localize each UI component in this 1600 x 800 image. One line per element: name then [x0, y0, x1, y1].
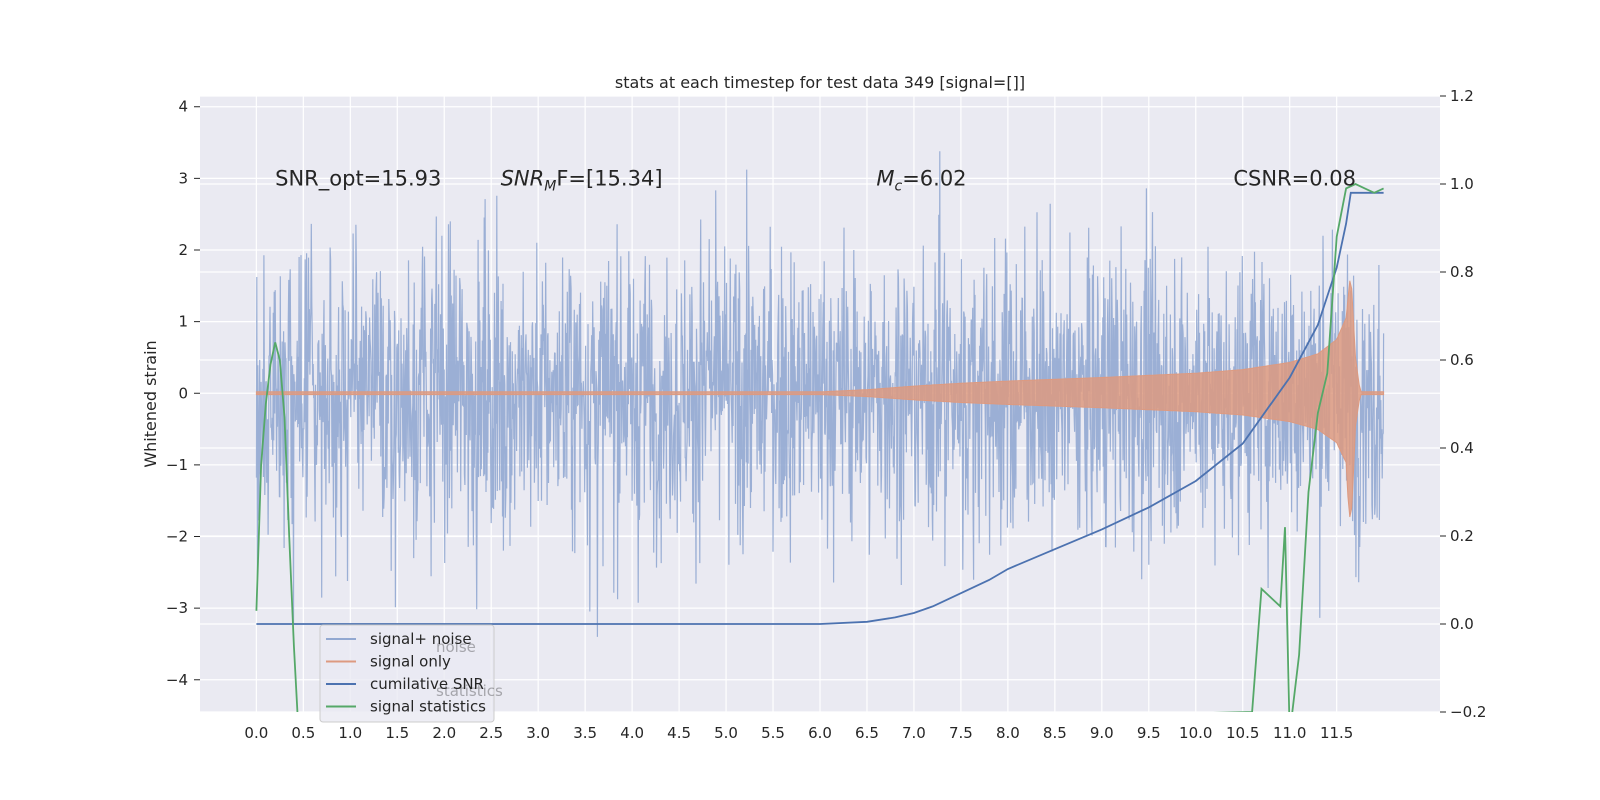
- annotations: SNR_opt=15.93 SNRMF=[15.34] Mc=6.02 CSNR=0.…: [275, 166, 1356, 194]
- legend-ghost-0: noise: [436, 638, 476, 656]
- chart-title: stats at each timestep for test data 349…: [615, 73, 1025, 92]
- x-tick-label-13: 6.5: [855, 724, 879, 742]
- x-tick-label-17: 8.5: [1043, 724, 1067, 742]
- x-tick-label-7: 3.5: [573, 724, 597, 742]
- y-tick-label-left-5: 1: [178, 313, 188, 331]
- y-tick-label-left-8: 4: [178, 98, 188, 116]
- annotation-2: Mc=6.02: [876, 166, 966, 194]
- legend-entry-3: signal statistics: [370, 698, 486, 716]
- annotation-2-subscript: c: [894, 178, 902, 194]
- annotation-1-italic: SNR: [501, 166, 545, 190]
- legend-entry-0: signal+ noise: [370, 630, 472, 648]
- legend-box: [319, 624, 495, 723]
- annotation-1-subscript: M: [544, 178, 556, 194]
- x-tick-label-5: 2.5: [479, 724, 503, 742]
- series-signal-plus-noise: [255, 151, 1385, 637]
- x-tick-label-21: 10.5: [1226, 724, 1259, 742]
- annotation-2-rest: =6.02: [902, 166, 966, 190]
- y-tick-label-left-1: −3: [166, 599, 188, 617]
- x-tick-label-18: 9.0: [1090, 724, 1114, 742]
- series-signal-statistics: [255, 183, 1384, 712]
- x-tick-label-8: 4.0: [620, 724, 644, 742]
- x-tick-label-6: 3.0: [526, 724, 550, 742]
- legend-entry-1: signal only: [370, 653, 451, 671]
- traces: [255, 151, 1385, 712]
- y-tick-label-right-7: 1.2: [1450, 87, 1474, 105]
- y-tick-label-right-2: 0.2: [1450, 527, 1474, 545]
- y-tick-label-left-7: 3: [178, 169, 188, 187]
- x-tick-label-22: 11.0: [1273, 724, 1306, 742]
- y-tick-label-right-5: 0.8: [1450, 263, 1474, 281]
- x-tick-label-15: 7.5: [949, 724, 973, 742]
- ticks: 0.0 0.5 1.0 1.5 2.0 2.5 3.0 3.5 4.0 4.5 5.0 5.5 6.0 6…: [166, 87, 1487, 742]
- y-tick-label-left-3: −1: [166, 456, 188, 474]
- annotation-2-italic: M: [876, 166, 894, 190]
- legend-ghost-1: statistics: [436, 682, 503, 700]
- x-tick-label-2: 1.0: [338, 724, 362, 742]
- x-tick-label-16: 8.0: [996, 724, 1020, 742]
- y-tick-label-right-0: −0.2: [1450, 703, 1486, 721]
- y-tick-label-right-3: 0.4: [1450, 439, 1474, 457]
- x-tick-label-19: 9.5: [1137, 724, 1161, 742]
- annotation-1: SNRMF=[15.34]: [501, 166, 663, 194]
- x-tick-label-4: 2.0: [432, 724, 456, 742]
- y-tick-label-right-4: 0.6: [1450, 351, 1474, 369]
- y-tick-label-left-2: −2: [166, 528, 188, 546]
- series-signal-only: [255, 280, 1385, 518]
- annotation-1-rest: F=[15.34]: [556, 166, 662, 190]
- y-tick-label-right-1: 0.0: [1450, 615, 1474, 633]
- x-tick-label-20: 10.0: [1179, 724, 1212, 742]
- y-tick-label-right-6: 1.0: [1450, 175, 1474, 193]
- x-tick-label-14: 7.0: [902, 724, 926, 742]
- x-tick-label-23: 11.5: [1320, 724, 1353, 742]
- x-tick-label-3: 1.5: [385, 724, 409, 742]
- y-tick-label-left-6: 2: [178, 241, 188, 259]
- x-tick-label-11: 5.5: [761, 724, 785, 742]
- annotation-0: SNR_opt=15.93: [275, 166, 441, 191]
- x-tick-label-10: 5.0: [714, 724, 738, 742]
- x-tick-label-9: 4.5: [667, 724, 691, 742]
- x-tick-label-1: 0.5: [291, 724, 315, 742]
- annotation-3: CSNR=0.08: [1233, 166, 1356, 190]
- x-tick-label-0: 0.0: [244, 724, 268, 742]
- legend: noise statistics signal+ noise signal only c…: [319, 624, 503, 723]
- y-tick-label-left-4: 0: [178, 384, 188, 402]
- legend-entry-2: cumilative SNR: [370, 675, 484, 693]
- y-tick-label-left-0: −4: [166, 671, 188, 689]
- x-tick-label-12: 6.0: [808, 724, 832, 742]
- y-axis-label: Whitened strain: [141, 340, 160, 467]
